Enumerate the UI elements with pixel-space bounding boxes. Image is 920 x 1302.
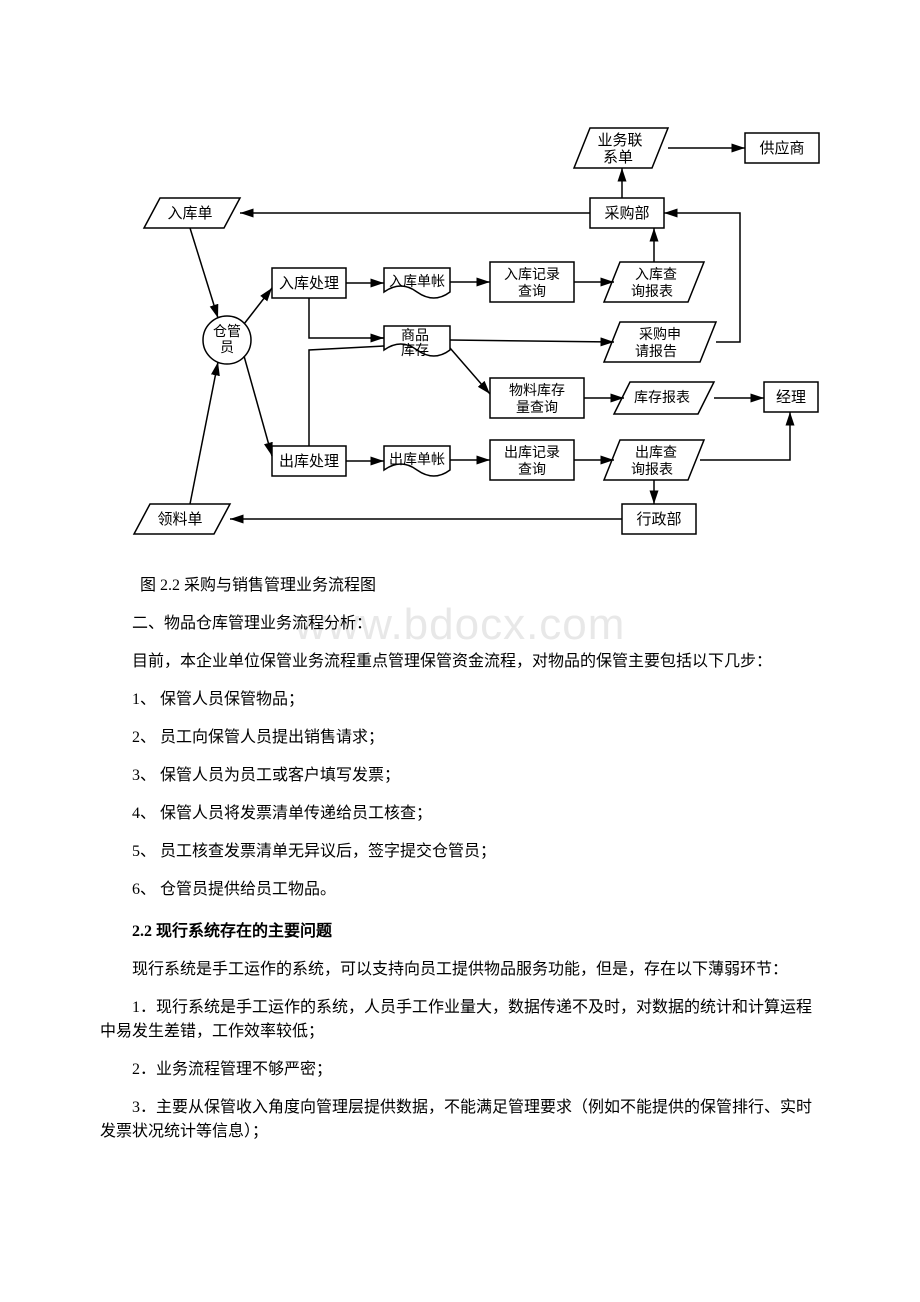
section2-intro: 目前，本企业单位保管业务流程重点管理保管资金流程，对物品的保管主要包括以下几步： (100, 650, 820, 674)
flowchart-diagram: 业务联 系单 供应商 采购部 入库单 入库处理 入库单帐 入库记录 查询 入库查… (0, 0, 920, 540)
label-inbound-report2: 询报表 (631, 284, 673, 300)
label-outq1: 出库记录 (504, 445, 560, 461)
issue-3: 3．主要从保管收入角度向管理层提供数据，不能满足管理要求（例如不能提供的保管排行… (100, 1096, 820, 1144)
label-business-contact2: 系单 (603, 149, 633, 166)
label-purchasing: 采购部 (604, 205, 649, 222)
step-3: 3、 保管人员为员工或客户填写发票； (132, 764, 820, 788)
label-outbound-process: 出库处理 (279, 453, 339, 470)
label-inbound-report1: 入库查 (635, 267, 677, 283)
label-inbound-process: 入库处理 (279, 275, 339, 292)
label-purchreq2: 请报告 (635, 344, 677, 360)
step-4: 4、 保管人员将发票清单传递给员工核查； (132, 802, 820, 826)
label-outq2: 查询 (518, 462, 546, 478)
label-outbound-ledger: 出库单帐 (389, 452, 445, 468)
label-matstock2: 量查询 (516, 400, 558, 416)
issue-1: 1．现行系统是手工运作的系统，人员手工作业量大，数据传递不及时，对数据的统计和计… (100, 996, 820, 1044)
label-purchreq1: 采购申 (639, 327, 681, 343)
label-requisition: 领料单 (157, 511, 202, 528)
label-keeper2: 员 (220, 341, 234, 356)
step-5: 5、 员工核查发票清单无异议后，签字提交仓管员； (132, 840, 820, 864)
label-inbound-order: 入库单 (167, 205, 212, 222)
label-stock-report: 库存报表 (634, 390, 690, 406)
label-goods-stock1: 商品 (401, 328, 429, 344)
page: 业务联 系单 供应商 采购部 入库单 入库处理 入库单帐 入库记录 查询 入库查… (0, 0, 920, 1198)
figure-caption: 图 2.2 采购与销售管理业务流程图 (140, 574, 820, 598)
label-outr1: 出库查 (635, 445, 677, 461)
label-admin: 行政部 (636, 511, 681, 528)
label-supplier: 供应商 (759, 139, 804, 157)
label-outr2: 询报表 (631, 462, 673, 478)
label-inbound-query1: 入库记录 (504, 267, 560, 283)
label-goods-stock2: 库存 (401, 343, 429, 359)
step-1: 1、 保管人员保管物品； (132, 688, 820, 712)
section2-title: 二、物品仓库管理业务流程分析： (100, 612, 820, 636)
step-6: 6、 仓管员提供给员工物品。 (132, 878, 820, 902)
issue-2: 2．业务流程管理不够严密； (100, 1058, 820, 1082)
label-keeper1: 仓管 (213, 324, 241, 340)
body-text: 图 2.2 采购与销售管理业务流程图 二、物品仓库管理业务流程分析： 目前，本企… (0, 540, 920, 1198)
label-inbound-query2: 查询 (518, 284, 546, 300)
label-business-contact: 业务联 (597, 132, 642, 149)
heading-2-2: 2.2 现行系统存在的主要问题 (132, 920, 820, 944)
label-manager: 经理 (776, 389, 806, 406)
para-2-2-intro: 现行系统是手工运作的系统，可以支持向员工提供物品服务功能，但是，存在以下薄弱环节… (100, 958, 820, 982)
label-matstock1: 物料库存 (509, 383, 565, 399)
label-inbound-ledger: 入库单帐 (389, 274, 445, 290)
step-2: 2、 员工向保管人员提出销售请求； (132, 726, 820, 750)
